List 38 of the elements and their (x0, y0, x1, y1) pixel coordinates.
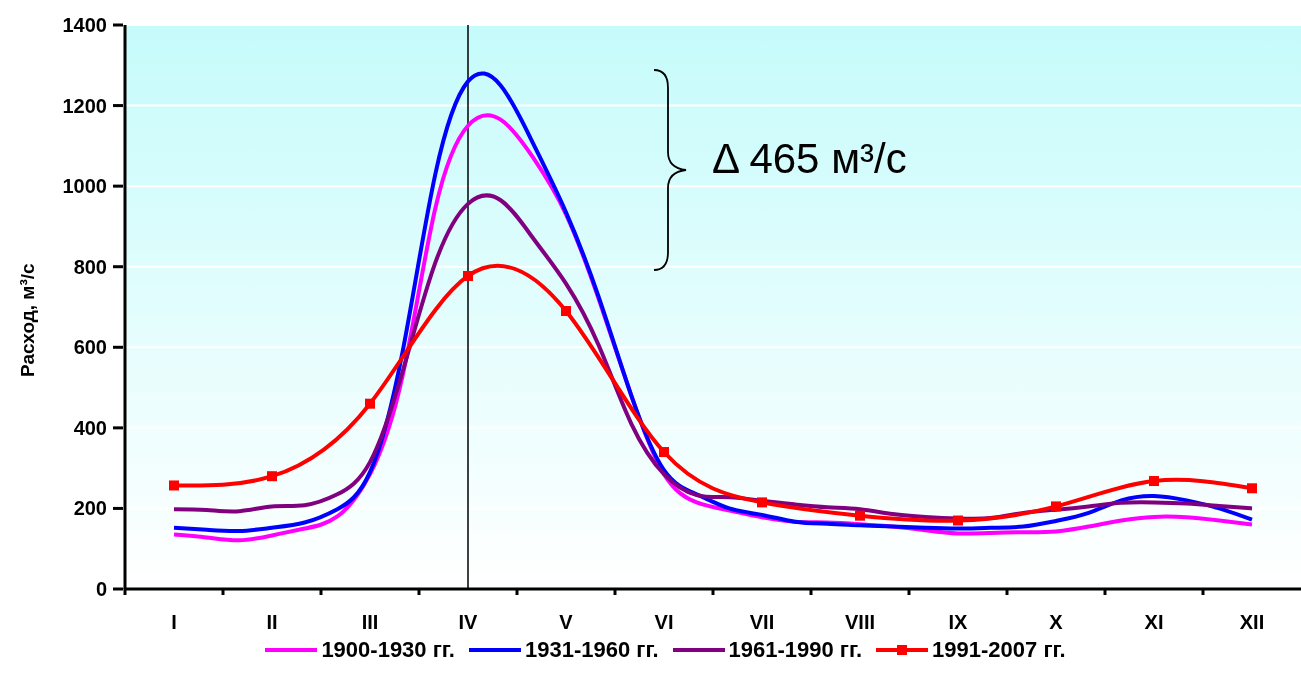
point (757, 497, 767, 508)
y-tick-label: 0 (95, 578, 107, 600)
x-tick-label: IX (948, 611, 969, 633)
y-axis-title: Расход, м³/с (16, 262, 38, 377)
point (855, 510, 865, 521)
point (1051, 501, 1061, 512)
y-tick-label: 400 (73, 416, 107, 439)
legend-label: 1991-2007 гг. (932, 637, 1066, 663)
point (953, 515, 963, 526)
x-tick-label: III (361, 611, 379, 633)
legend-label: 1900-1930 гг. (321, 637, 455, 663)
x-tick-label: X (1049, 611, 1064, 633)
x-tick-label: V (559, 611, 574, 633)
point (267, 471, 277, 482)
x-tick-label: VIII (844, 611, 876, 633)
x-tick-label: IV (458, 611, 479, 633)
point (365, 398, 375, 409)
y-tick-label: 200 (73, 497, 107, 520)
legend-label: 1931-1960 гг. (524, 637, 659, 663)
legend-label: 1961-1990 гг. (728, 637, 863, 663)
x-tick-label: XI (1144, 611, 1164, 633)
x-tick-label: VII (749, 611, 775, 633)
x-tick-label: XII (1239, 611, 1265, 633)
y-tick-label: 1400 (62, 14, 107, 36)
point (659, 447, 669, 458)
y-tick-label: 1200 (62, 94, 107, 117)
point (1247, 483, 1257, 494)
point (561, 306, 571, 317)
annotation: Δ 465 м³/с (712, 135, 907, 183)
y-tick-label: 600 (73, 336, 107, 359)
point (463, 270, 473, 281)
x-tick-label: I (171, 611, 177, 633)
x-tick-label: II (266, 611, 278, 633)
y-tick-label: 1000 (62, 175, 107, 198)
point (1149, 476, 1159, 487)
y-tick-label: 800 (73, 255, 107, 278)
x-tick-label: VI (654, 611, 674, 633)
point (169, 480, 179, 491)
